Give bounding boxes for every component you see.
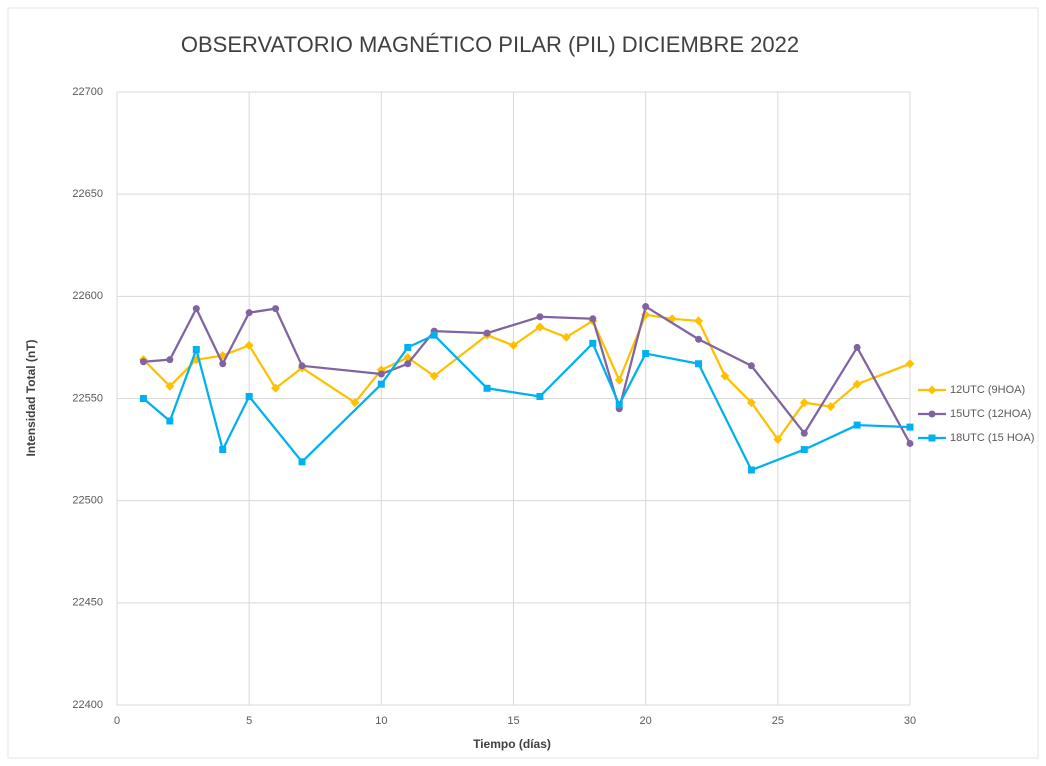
marker (298, 458, 306, 466)
marker (219, 446, 227, 454)
marker (642, 350, 650, 358)
x-tick-label: 25 (772, 715, 784, 727)
marker (271, 383, 281, 393)
series-line (143, 305, 911, 444)
marker (165, 381, 175, 391)
x-tick-label: 0 (114, 715, 120, 727)
marker (404, 360, 412, 368)
marker (906, 439, 914, 447)
legend-label: 12UTC (9HOA) (950, 384, 1025, 396)
marker (720, 371, 730, 381)
marker (536, 392, 544, 400)
marker (166, 417, 174, 425)
marker (695, 335, 703, 343)
marker (272, 305, 280, 313)
marker (192, 345, 200, 353)
marker (561, 332, 571, 342)
marker (642, 303, 650, 311)
marker (350, 398, 360, 408)
marker (747, 466, 755, 474)
marker (773, 434, 783, 444)
y-tick-label: 22500 (72, 495, 103, 507)
chart-frame (7, 7, 1039, 759)
marker (694, 316, 704, 326)
marker (826, 402, 836, 412)
y-tick-label: 22450 (72, 597, 103, 609)
x-tick-label: 15 (507, 715, 519, 727)
marker (483, 329, 491, 337)
marker (536, 313, 544, 321)
marker (483, 384, 491, 392)
marker (695, 360, 703, 368)
marker (615, 401, 623, 409)
x-tick-label: 5 (246, 715, 252, 727)
marker (800, 429, 808, 437)
marker (589, 315, 597, 323)
marker (853, 421, 861, 429)
marker (245, 392, 253, 400)
legend-label: 15UTC (12HOA) (950, 408, 1031, 420)
marker (589, 339, 597, 347)
x-tick-label: 20 (640, 715, 652, 727)
y-axis-title: Intensidad Total (nT) (24, 339, 38, 456)
marker (927, 385, 937, 395)
marker (928, 410, 936, 418)
marker (166, 356, 174, 364)
y-tick-label: 22650 (72, 188, 103, 200)
marker (928, 434, 936, 442)
marker (800, 446, 808, 454)
marker (614, 375, 624, 385)
marker (429, 371, 439, 381)
marker (535, 322, 545, 332)
marker (852, 379, 862, 389)
marker (377, 380, 385, 388)
marker (430, 331, 438, 339)
y-tick-label: 22700 (72, 86, 103, 98)
marker (404, 343, 412, 351)
marker (244, 340, 254, 350)
marker (139, 395, 147, 402)
y-tick-label: 22600 (72, 290, 103, 302)
marker (298, 362, 306, 370)
legend-label: 18UTC (15 HOA) (950, 432, 1034, 444)
marker (509, 340, 518, 350)
marker (192, 305, 200, 313)
marker (747, 362, 755, 370)
x-axis-title: Tiempo (días) (473, 737, 551, 751)
marker (906, 423, 914, 431)
y-tick-label: 22400 (72, 699, 103, 711)
marker (799, 398, 809, 408)
x-tick-label: 30 (904, 715, 916, 727)
marker (139, 358, 147, 366)
marker (905, 359, 915, 369)
marker (746, 398, 756, 408)
marker (219, 360, 227, 368)
marker (853, 343, 861, 351)
marker (245, 309, 253, 317)
x-tick-label: 10 (375, 715, 387, 727)
y-tick-label: 22550 (72, 392, 103, 404)
marker (377, 370, 385, 378)
chart-title: OBSERVATORIO MAGNÉTICO PILAR (PIL) DICIE… (181, 32, 799, 57)
